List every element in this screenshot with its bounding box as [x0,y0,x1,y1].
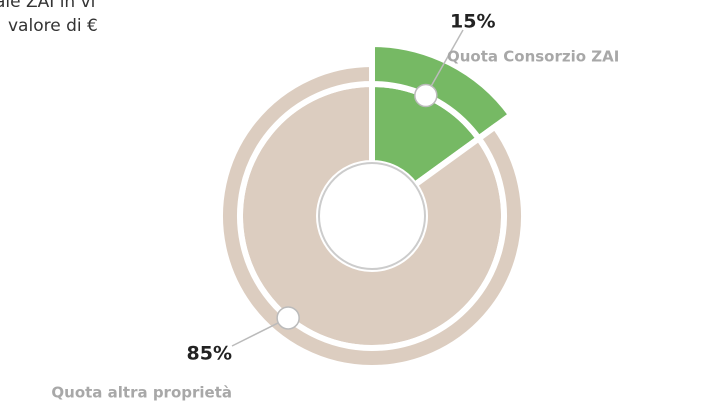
leader-line [425,29,464,96]
ring [237,81,507,351]
label-knob [276,306,300,330]
label-knob [414,83,438,108]
intro-text: ale ZAI in vi [0,0,95,12]
category-label: Quota altra proprietà [51,384,232,402]
hole [318,162,426,270]
value-label: 15% [450,11,495,33]
value-label: 85% [187,343,232,365]
category-label: Quota Consorzio ZAI [447,48,619,66]
intro-text: valore di € [8,16,98,36]
